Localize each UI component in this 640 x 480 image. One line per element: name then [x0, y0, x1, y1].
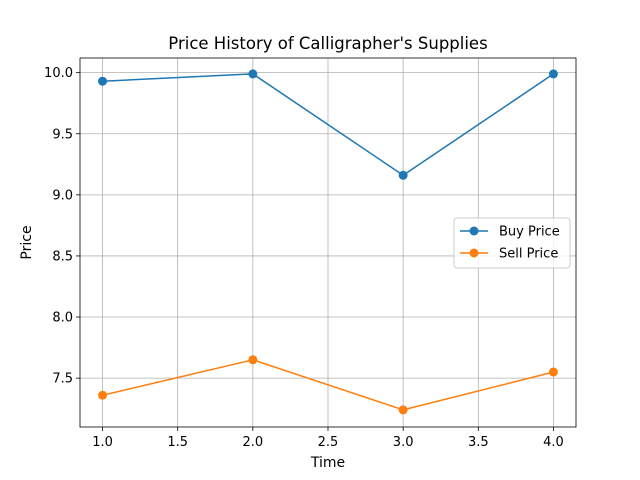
- series-buy-price: [98, 69, 558, 180]
- legend: Buy Price Sell Price: [453, 217, 571, 269]
- y-axis-title: Price: [19, 225, 35, 259]
- x-axis-title: Time: [310, 455, 345, 471]
- chart-title: Price History of Calligrapher's Supplies: [168, 34, 487, 53]
- buy-price-point: [248, 69, 258, 79]
- x-tick-label: 4.0: [543, 435, 564, 450]
- legend-item-sell-price: Sell Price: [460, 247, 558, 262]
- x-tick-label: 3.5: [468, 435, 489, 450]
- y-tick-label: 9.5: [52, 127, 73, 142]
- x-tick-label: 1.0: [92, 435, 113, 450]
- legend-swatch-marker: [469, 248, 479, 258]
- axis-ticks: 1.0 1.5 2.0 2.5 3.0 3.5 4.0 7.5 8.0 8.5 9.0 9.5 10.0: [44, 66, 564, 450]
- series-sell-price: [98, 355, 558, 415]
- y-tick-label: 8.0: [52, 311, 73, 326]
- sell-price-line: [102, 359, 554, 411]
- legend-swatch-marker: [469, 226, 479, 236]
- legend-label: Sell Price: [499, 247, 558, 262]
- sell-price-point: [548, 367, 558, 377]
- y-tick-label: 7.5: [52, 372, 73, 387]
- x-tick-label: 1.5: [167, 435, 188, 450]
- y-tick-label: 8.5: [52, 249, 73, 264]
- sell-price-point: [398, 405, 408, 415]
- y-tick-label: 9.0: [52, 188, 73, 203]
- buy-price-line: [102, 73, 554, 177]
- x-tick-label: 2.5: [318, 435, 339, 450]
- legend-item-buy-price: Buy Price: [460, 225, 560, 240]
- sell-price-point: [248, 355, 258, 365]
- legend-label: Buy Price: [499, 225, 560, 240]
- y-tick-label: 10.0: [44, 66, 73, 81]
- buy-price-point: [398, 170, 408, 180]
- x-tick-label: 3.0: [393, 435, 414, 450]
- x-tick-label: 2.0: [243, 435, 264, 450]
- sell-price-point: [98, 390, 108, 400]
- buy-price-point: [548, 69, 558, 79]
- buy-price-point: [98, 76, 108, 86]
- series-group: [98, 69, 558, 415]
